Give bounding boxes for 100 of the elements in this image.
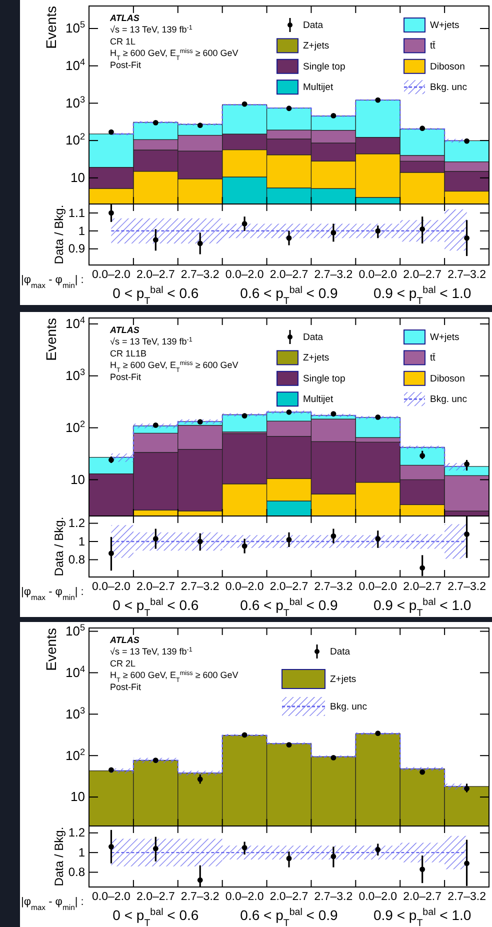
annotation: Post-Fit xyxy=(110,682,142,692)
y-tick-label: 10 xyxy=(70,170,85,186)
y-tick-label: 10$^{5}$ xyxy=(65,20,85,36)
y-tick-label: 10 xyxy=(70,472,85,487)
x-tick-label: 0.0–2.0 xyxy=(92,581,130,594)
annotation: √s = 13 TeV, 139 fb$^{-1}$ xyxy=(110,24,193,35)
annotation: √s = 13 TeV, 139 fb$^{-1}$ xyxy=(110,336,193,347)
y-tick-label: 10$^{4}$ xyxy=(65,315,85,332)
legend-label: Data xyxy=(303,332,324,342)
y-tick-label: 10$^{4}$ xyxy=(65,664,85,680)
x-tick-label: 0.0–2.0 xyxy=(92,891,130,904)
annotation: H$_{T}$ ≥ 600 GeV, E$_{T}$$^{miss}$ ≥ 600 GeV xyxy=(110,670,238,684)
text: 0 < p$_{T}$$^{bal}$ < 0.6 xyxy=(112,596,199,618)
x-tick-label: 2.0–2.7 xyxy=(136,581,175,594)
annotation: √s = 13 TeV, 139 fb$^{-1}$ xyxy=(110,646,193,657)
x-tick-label: 2.0–2.7 xyxy=(403,581,442,594)
x-tick-label: 0.0–2.0 xyxy=(92,269,130,282)
annotation: ATLAS xyxy=(109,325,140,335)
legend-label: Single top xyxy=(303,60,346,72)
text: |φ$_{max}$ - φ$_{min}$| : xyxy=(21,274,84,290)
x-tick-label: 0.0–2.0 xyxy=(225,891,264,904)
legend-label: W+jets xyxy=(430,20,460,30)
x-tick-label: 2.0–2.7 xyxy=(270,269,308,282)
x-tick-label: 0.0–2.0 xyxy=(225,581,264,594)
annotation: H$_{T}$ ≥ 600 GeV, E$_{T}$$^{miss}$ ≥ 600 GeV xyxy=(110,360,238,374)
legend-label: tt̄ xyxy=(430,40,436,52)
x-tick-label: 0.0–2.0 xyxy=(358,581,398,594)
x-tick-label: 2.0–2.7 xyxy=(270,581,308,594)
y-tick-label: 1.2 xyxy=(68,516,86,530)
y-tick-label: 1 xyxy=(78,845,86,860)
annotation: ATLAS xyxy=(109,13,140,23)
text: |φ$_{max}$ - φ$_{min}$| : xyxy=(21,586,84,602)
text: 0.6 < p$_{T}$$^{bal}$ < 0.9 xyxy=(240,284,338,306)
annotation: CR 1L1B xyxy=(110,348,147,358)
x-tick-label: 2.7–3.2 xyxy=(314,269,353,282)
x-tick-label: 2.7–3.2 xyxy=(314,581,353,594)
y-axis-title: Data / Bkg. xyxy=(52,204,66,264)
x-tick-label: 2.0–2.7 xyxy=(403,891,442,904)
legend-label: W+jets xyxy=(430,332,460,342)
y-tick-label: 10$^{2}$ xyxy=(65,746,85,763)
legend-label: Diboson xyxy=(430,372,465,384)
legend-label: tt̄ xyxy=(430,352,436,364)
x-tick-label: 2.7–3.2 xyxy=(314,891,353,904)
legend-label: Multijet xyxy=(303,394,334,405)
legend-label: Bkg. unc xyxy=(430,82,468,93)
legend-label: Z+jets xyxy=(303,40,330,52)
y-tick-label: 10$^{5}$ xyxy=(65,622,85,638)
y-tick-label: 0.8 xyxy=(68,552,86,567)
y-tick-label: 10$^{3}$ xyxy=(65,94,85,110)
legend-label: Data xyxy=(330,646,351,657)
x-tick-label: 2.0–2.7 xyxy=(403,269,442,282)
y-tick-label: 1 xyxy=(78,224,86,238)
y-axis-title: Events xyxy=(43,6,59,49)
y-axis-title: Data / Bkg. xyxy=(52,516,66,576)
y-tick-label: 0.9 xyxy=(68,242,86,256)
y-tick-label: 10$^{2}$ xyxy=(65,132,85,148)
text: 0 < p$_{T}$$^{bal}$ < 0.6 xyxy=(112,284,199,306)
text: 0.9 < p$_{T}$$^{bal}$ < 1.0 xyxy=(373,906,472,927)
x-tick-label: 2.7–3.2 xyxy=(180,269,220,282)
annotation: H$_{T}$ ≥ 600 GeV, E$_{T}$$^{miss}$ ≥ 600 GeV xyxy=(110,48,238,62)
y-tick-label: 10$^{3}$ xyxy=(65,367,85,384)
x-tick-label: 2.7–3.2 xyxy=(180,581,220,594)
text: 0.6 < p$_{T}$$^{bal}$ < 0.9 xyxy=(240,596,338,618)
text: 0.6 < p$_{T}$$^{bal}$ < 0.9 xyxy=(240,906,338,927)
x-tick-label: 2.7–3.2 xyxy=(448,891,486,904)
y-tick-label: 10$^{4}$ xyxy=(65,57,85,73)
legend-label: Bkg. unc xyxy=(330,701,368,712)
text: 0.9 < p$_{T}$$^{bal}$ < 1.0 xyxy=(373,596,472,618)
y-tick-label: 10$^{3}$ xyxy=(65,705,85,722)
annotation: CR 1L xyxy=(110,36,136,46)
annotation: Post-Fit xyxy=(110,372,142,382)
x-tick-label: 2.0–2.7 xyxy=(136,891,175,904)
text: 0.9 < p$_{T}$$^{bal}$ < 1.0 xyxy=(373,284,472,306)
legend-label: Multijet xyxy=(303,82,334,93)
y-tick-label: 1.2 xyxy=(68,826,86,840)
y-tick-label: 10 xyxy=(70,789,85,804)
x-tick-label: 0.0–2.0 xyxy=(358,891,398,904)
legend-label: Data xyxy=(303,20,324,30)
x-tick-label: 2.0–2.7 xyxy=(136,269,175,282)
y-tick-label: 1 xyxy=(78,534,86,548)
legend-label: Single top xyxy=(303,372,346,384)
y-axis-title: Events xyxy=(43,318,59,361)
legend-label: Z+jets xyxy=(330,674,356,684)
y-tick-label: 0.8 xyxy=(68,865,86,880)
y-tick-label: 10$^{2}$ xyxy=(65,418,85,435)
y-axis-title: Data / Bkg. xyxy=(52,826,66,886)
x-tick-label: 2.7–3.2 xyxy=(180,891,220,904)
x-tick-label: 0.0–2.0 xyxy=(358,269,398,282)
x-tick-label: 2.7–3.2 xyxy=(448,269,486,282)
legend-label: Bkg. unc xyxy=(430,394,468,405)
x-tick-label: 0.0–2.0 xyxy=(225,269,264,282)
annotation: Post-Fit xyxy=(110,60,142,70)
annotation: CR 2L xyxy=(110,658,136,668)
x-tick-label: 2.0–2.7 xyxy=(270,891,308,904)
y-axis-title: Events xyxy=(43,628,59,671)
legend-label: Diboson xyxy=(430,60,465,72)
y-tick-label: 1.1 xyxy=(68,206,86,220)
legend-label: Z+jets xyxy=(303,352,330,364)
text: 0 < p$_{T}$$^{bal}$ < 0.6 xyxy=(112,906,199,927)
x-tick-label: 2.7–3.2 xyxy=(448,581,486,594)
